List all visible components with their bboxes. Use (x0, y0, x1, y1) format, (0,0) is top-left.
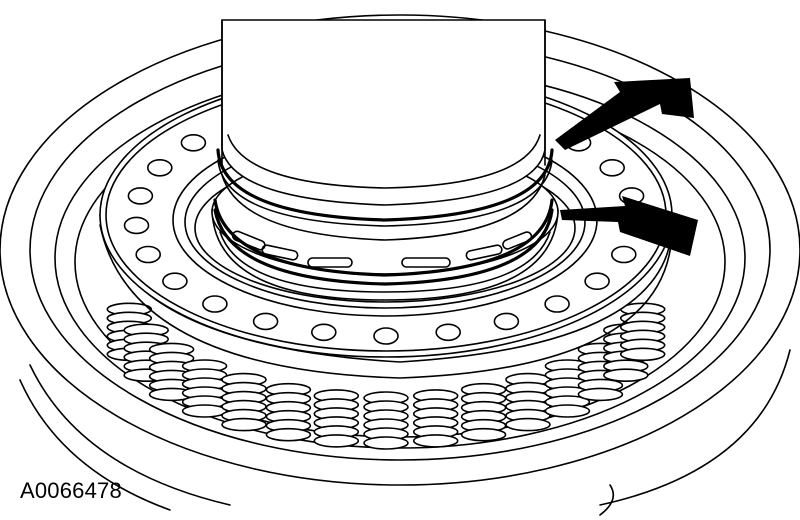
spring-coil (619, 347, 666, 362)
flange-hole (147, 159, 173, 177)
spring (265, 382, 312, 442)
shaft (213, 19, 554, 286)
spring-coil (265, 427, 312, 442)
spring (363, 391, 409, 450)
flange-hole (127, 187, 154, 205)
flange-hole (584, 272, 610, 291)
flange-hole (180, 134, 207, 152)
callout-arrows (555, 78, 698, 256)
flange-hole (435, 323, 462, 342)
seal-ring-lower (213, 198, 554, 286)
flange-hole (123, 216, 150, 235)
spring-coil (544, 404, 591, 418)
spring (412, 389, 459, 448)
spring-coil (577, 387, 624, 402)
arrow-icon (560, 196, 698, 256)
spring-pack (106, 302, 666, 450)
spring-coil (313, 434, 360, 448)
flange-hole (310, 323, 337, 342)
spring (221, 372, 267, 432)
flange-hole (252, 312, 279, 331)
figure-id-label: A0066478 (20, 478, 122, 503)
spring-coil (412, 434, 459, 448)
flange-hole (135, 245, 161, 264)
arrow-icon (555, 78, 694, 150)
flange-hole (202, 295, 228, 313)
spring (505, 372, 551, 432)
spring-coil (363, 436, 409, 450)
spring (181, 359, 228, 418)
flange-hole (373, 327, 399, 345)
spring-coil (181, 404, 228, 418)
spring-coil (221, 417, 267, 432)
flange-hole (610, 245, 637, 264)
spring (619, 302, 666, 362)
seal-ring-upper (216, 148, 554, 227)
spring-coil (505, 417, 551, 432)
flange-hole (493, 312, 520, 331)
flange-hole (599, 159, 626, 177)
flange-hole (162, 272, 188, 291)
spring-coil (602, 368, 649, 383)
spring-coil (460, 427, 507, 442)
spring (313, 389, 360, 448)
flange-hole (544, 295, 570, 313)
spring (460, 382, 507, 442)
